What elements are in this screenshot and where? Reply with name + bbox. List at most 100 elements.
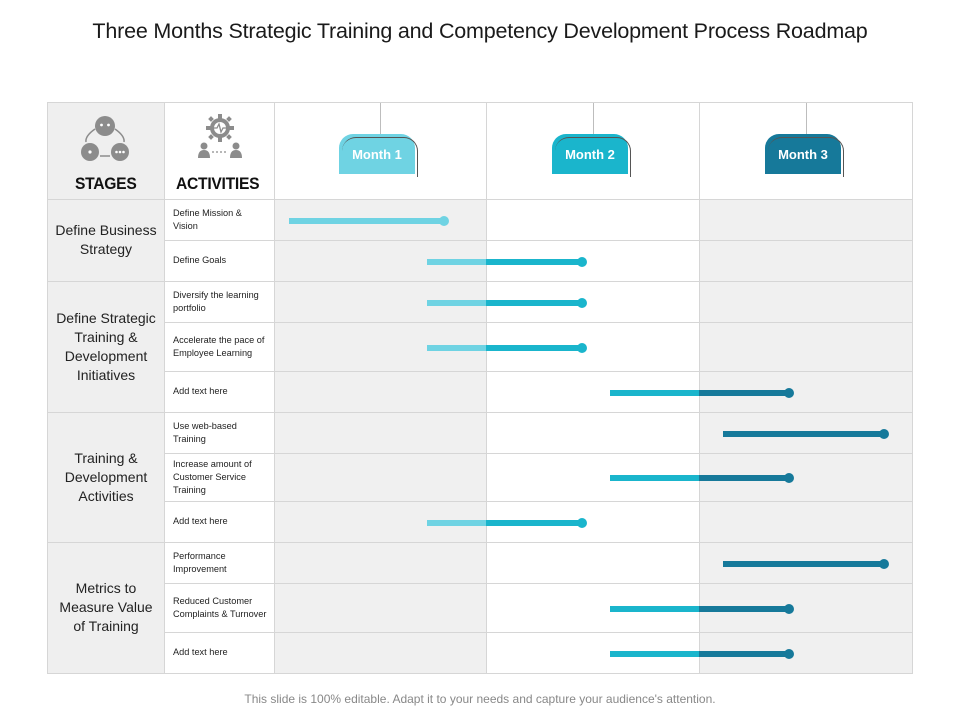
timeline-cell bbox=[486, 412, 699, 453]
activity-bar-segment bbox=[699, 475, 789, 481]
activity-cell bbox=[164, 632, 274, 673]
activity-label: Performance Improvement bbox=[173, 542, 269, 583]
grid-hline bbox=[48, 281, 912, 282]
timeline-cell bbox=[274, 632, 486, 673]
activity-cell bbox=[164, 199, 274, 240]
grid-hline bbox=[164, 322, 912, 323]
timeline-cell bbox=[274, 412, 486, 453]
stage-cell bbox=[48, 412, 164, 542]
activity-label: Add text here bbox=[173, 632, 269, 673]
stage-label-text: Metrics to Measure Value of Training bbox=[59, 580, 153, 634]
activity-label-text: Define Goals bbox=[173, 255, 227, 265]
activity-bar-segment bbox=[610, 475, 699, 481]
month-tab-stem bbox=[593, 103, 594, 134]
activity-label: Diversify the learning portfolio bbox=[173, 281, 269, 322]
activity-label-text: Accelerate the pace of Employee Learning bbox=[173, 334, 265, 358]
timeline-cell bbox=[699, 322, 912, 371]
activity-bar-segment bbox=[699, 650, 789, 657]
stage-label: Define Strategic Training & Development … bbox=[48, 281, 164, 412]
grid-hline bbox=[164, 453, 912, 454]
grid-hline bbox=[164, 501, 912, 502]
activity-bar-segment bbox=[486, 344, 583, 351]
activity-label-text: Increase amount of Customer Service Trai… bbox=[173, 458, 252, 495]
roadmap-grid: STAGES ACTIVITIES Month 1 Month 2 Month 3 … bbox=[47, 102, 913, 674]
grid-hline bbox=[48, 412, 912, 413]
timeline-cell bbox=[486, 199, 699, 240]
activity-bar-endpoint bbox=[879, 558, 890, 569]
activity-label-text: Reduced Customer Complaints & Turnover bbox=[173, 595, 267, 619]
activity-label-text: Performance Improvement bbox=[173, 550, 227, 574]
activity-bar-segment bbox=[722, 560, 885, 567]
month-tab-stem bbox=[380, 103, 381, 134]
activity-label: Define Mission & Vision bbox=[173, 199, 269, 240]
activity-bar-segment bbox=[427, 519, 486, 526]
footer-note: This slide is 100% editable. Adapt it to… bbox=[244, 692, 716, 706]
stage-label: Metrics to Measure Value of Training bbox=[48, 542, 164, 673]
people-network-icon bbox=[77, 112, 133, 169]
activity-cell bbox=[164, 240, 274, 281]
activity-bar-endpoint bbox=[783, 648, 794, 659]
activity-bar-segment bbox=[486, 519, 583, 526]
activity-bar-endpoint bbox=[783, 473, 794, 483]
activity-bar-segment bbox=[699, 605, 789, 612]
activity-bar-endpoint bbox=[577, 256, 588, 267]
activity-bar-endpoint bbox=[577, 342, 588, 353]
activity-bar-segment bbox=[610, 650, 699, 657]
stage-label: Define Business Strategy bbox=[48, 199, 164, 281]
timeline-cell bbox=[699, 240, 912, 281]
stage-cell bbox=[48, 542, 164, 673]
timeline-cell bbox=[274, 371, 486, 412]
activity-label: Add text here bbox=[173, 371, 269, 412]
activity-bar-segment bbox=[288, 217, 445, 224]
stage-label: Training & Development Activities bbox=[48, 412, 164, 542]
activity-label: Define Goals bbox=[173, 240, 269, 281]
timeline-cell bbox=[699, 281, 912, 322]
timeline-cell bbox=[274, 453, 486, 501]
activity-cell bbox=[164, 542, 274, 583]
grid-vline bbox=[274, 103, 275, 673]
grid-hline bbox=[164, 371, 912, 372]
activity-label-text: Add text here bbox=[173, 386, 228, 396]
activity-bar-segment bbox=[427, 344, 486, 351]
activity-label-text: Define Mission & Vision bbox=[173, 207, 242, 231]
activity-label-text: Use web-based Training bbox=[173, 420, 237, 444]
activity-bar-segment bbox=[699, 389, 789, 396]
month-label: Month 1 bbox=[352, 146, 402, 162]
month-label: Month 3 bbox=[778, 146, 828, 162]
activity-label-text: Diversify the learning portfolio bbox=[173, 289, 259, 313]
month-tab-3: Month 3 bbox=[765, 134, 844, 177]
activity-bar-endpoint bbox=[879, 428, 890, 439]
timeline-cell bbox=[699, 199, 912, 240]
grid-hline bbox=[48, 542, 912, 543]
activity-cell bbox=[164, 453, 274, 501]
grid-vline bbox=[699, 103, 700, 673]
activity-bar-segment bbox=[486, 258, 583, 265]
grid-hline bbox=[164, 583, 912, 584]
grid-vline bbox=[486, 103, 487, 673]
timeline-cell bbox=[274, 542, 486, 583]
activity-cell bbox=[164, 322, 274, 371]
activity-bar-segment bbox=[722, 430, 885, 437]
stage-label-text: Define Strategic Training & Development … bbox=[56, 309, 156, 383]
activity-bar-segment bbox=[610, 389, 699, 396]
grid-vline bbox=[164, 103, 165, 673]
activity-label-text: Add text here bbox=[173, 647, 228, 657]
activity-bar-endpoint bbox=[577, 297, 588, 308]
stages-header: STAGES bbox=[75, 174, 137, 193]
grid-hline bbox=[164, 240, 912, 241]
month-tab-stem bbox=[806, 103, 807, 134]
activity-label: Accelerate the pace of Employee Learning bbox=[173, 322, 269, 371]
stage-cell bbox=[48, 281, 164, 412]
activity-bar-segment bbox=[427, 258, 486, 265]
page-title: Three Months Strategic Training and Comp… bbox=[92, 19, 868, 43]
timeline-cell bbox=[274, 583, 486, 632]
activity-cell bbox=[164, 583, 274, 632]
activity-label: Add text here bbox=[173, 501, 269, 542]
activity-bar-segment bbox=[486, 299, 583, 306]
activity-bar-segment bbox=[427, 299, 486, 306]
month-tab-2: Month 2 bbox=[552, 134, 631, 177]
activity-cell bbox=[164, 501, 274, 542]
activity-bar-endpoint bbox=[783, 387, 794, 398]
month-tab-1: Month 1 bbox=[339, 134, 418, 177]
activity-cell bbox=[164, 281, 274, 322]
